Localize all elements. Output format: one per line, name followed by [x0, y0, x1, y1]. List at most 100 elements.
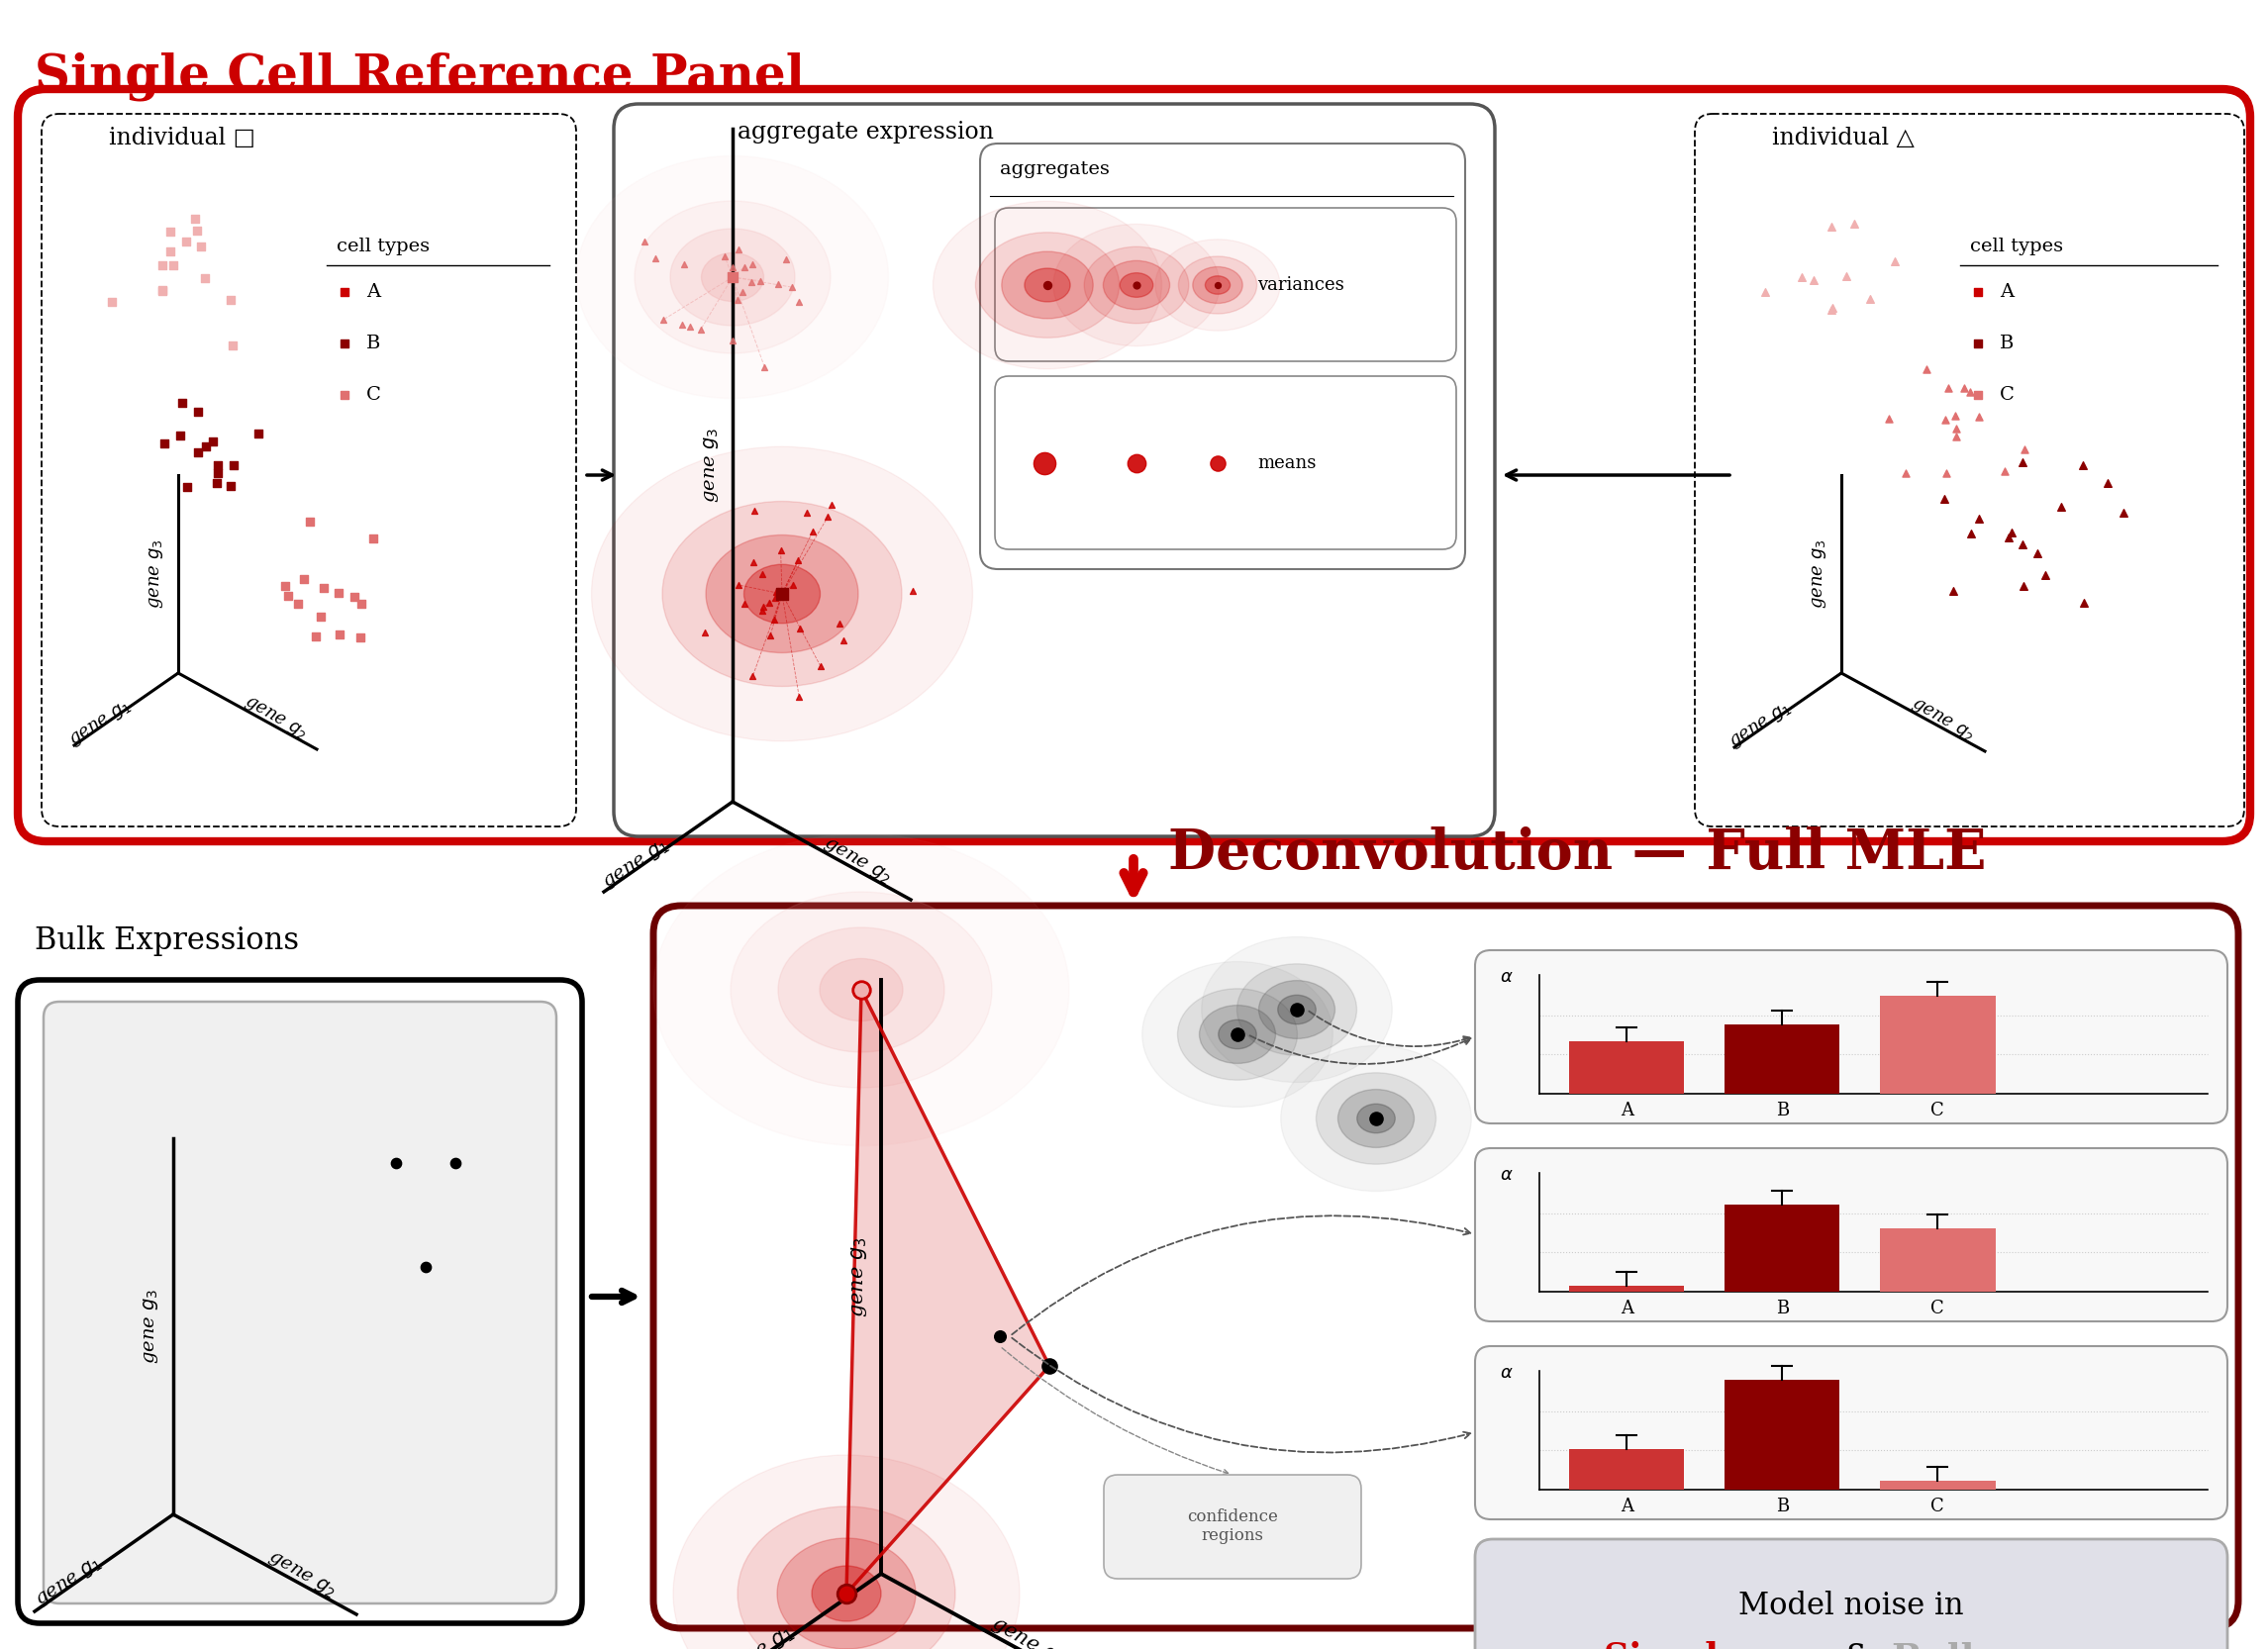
Text: A: A	[2000, 284, 2014, 300]
Point	[240, 420, 277, 447]
Ellipse shape	[778, 1539, 916, 1649]
FancyBboxPatch shape	[43, 1001, 556, 1603]
Point	[769, 246, 805, 272]
Point	[213, 473, 249, 500]
Point	[438, 1149, 474, 1176]
Point	[683, 317, 719, 343]
Point	[1928, 406, 1964, 432]
Point	[646, 307, 683, 333]
Point	[379, 1149, 415, 1176]
Point	[1871, 406, 1907, 432]
Point	[215, 331, 252, 358]
Ellipse shape	[705, 534, 857, 653]
Point	[687, 618, 723, 645]
Point	[1812, 297, 1848, 323]
Text: Model noise in: Model noise in	[1740, 1591, 1964, 1621]
FancyBboxPatch shape	[41, 114, 576, 826]
Text: B: B	[1776, 1299, 1789, 1318]
Point	[1987, 458, 2023, 485]
Text: $\alpha$: $\alpha$	[1499, 1166, 1513, 1184]
Point	[2089, 470, 2125, 496]
Text: gene $g_2$: gene $g_2$	[821, 834, 894, 887]
Point	[637, 246, 674, 272]
Point	[161, 422, 197, 449]
Point	[803, 653, 839, 679]
Text: &: &	[1833, 1641, 1887, 1649]
Point	[154, 252, 191, 279]
Ellipse shape	[1218, 1019, 1256, 1049]
Ellipse shape	[576, 157, 889, 399]
Point	[762, 538, 798, 564]
FancyBboxPatch shape	[996, 208, 1456, 361]
Text: B: B	[367, 335, 381, 353]
Text: confidence
regions: confidence regions	[1186, 1509, 1277, 1545]
Point	[826, 627, 862, 653]
Point	[810, 503, 846, 529]
Text: C: C	[2000, 386, 2014, 404]
Point	[268, 572, 304, 599]
Ellipse shape	[1204, 275, 1229, 294]
Point	[166, 389, 202, 416]
Point	[327, 330, 363, 356]
Ellipse shape	[1277, 994, 1315, 1024]
Point	[342, 623, 379, 650]
Point	[626, 229, 662, 256]
Text: aggregates: aggregates	[1000, 160, 1109, 178]
Point	[714, 254, 751, 280]
Ellipse shape	[975, 233, 1118, 338]
Text: A: A	[367, 284, 381, 300]
Text: gene $g_1$: gene $g_1$	[66, 698, 134, 750]
Ellipse shape	[730, 892, 991, 1088]
FancyBboxPatch shape	[653, 905, 2239, 1628]
Point	[726, 254, 762, 280]
Point	[1279, 996, 1315, 1022]
Text: Single Cell Reference Panel: Single Cell Reference Panel	[34, 51, 805, 101]
Text: gene $g_1$: gene $g_1$	[1726, 699, 1796, 752]
Text: C: C	[1930, 1299, 1944, 1318]
FancyBboxPatch shape	[18, 89, 2250, 841]
Text: individual □: individual □	[109, 127, 256, 150]
FancyBboxPatch shape	[1474, 950, 2227, 1123]
Point	[152, 237, 188, 264]
Point	[1946, 374, 1982, 401]
Point	[200, 452, 236, 478]
Point	[780, 683, 816, 709]
Bar	[1880, 1481, 1996, 1489]
Point	[1962, 404, 1998, 430]
Point	[322, 622, 358, 648]
Point	[200, 460, 236, 486]
FancyBboxPatch shape	[1474, 1346, 2227, 1519]
Point	[327, 381, 363, 407]
Point	[1783, 264, 1819, 290]
Ellipse shape	[1177, 989, 1297, 1080]
Point	[1359, 1105, 1395, 1131]
Ellipse shape	[1102, 261, 1170, 310]
Point	[179, 218, 215, 244]
Text: gene $g_2$: gene $g_2$	[1907, 696, 1975, 745]
Point	[181, 234, 218, 261]
FancyBboxPatch shape	[615, 104, 1495, 836]
Point	[2005, 435, 2041, 462]
Point	[177, 206, 213, 233]
Point	[320, 580, 356, 607]
Text: gene $g_3$: gene $g_3$	[850, 1237, 869, 1318]
Ellipse shape	[1179, 256, 1256, 313]
Point	[143, 277, 179, 303]
Text: Simplex: Simplex	[1603, 1641, 1765, 1649]
Point	[2019, 541, 2055, 567]
Point	[342, 590, 379, 617]
Point	[744, 597, 780, 623]
Point	[753, 622, 789, 648]
Ellipse shape	[592, 447, 973, 740]
Point	[2028, 562, 2064, 589]
Point	[721, 572, 758, 599]
Point	[894, 577, 930, 604]
Text: gene $g_1$: gene $g_1$	[599, 836, 674, 894]
Point	[735, 663, 771, 689]
Text: means: means	[1256, 455, 1315, 472]
Ellipse shape	[1338, 1090, 1415, 1148]
Text: B: B	[2000, 335, 2014, 353]
Point	[667, 251, 703, 277]
Point	[2105, 500, 2141, 526]
Point	[1118, 450, 1154, 477]
